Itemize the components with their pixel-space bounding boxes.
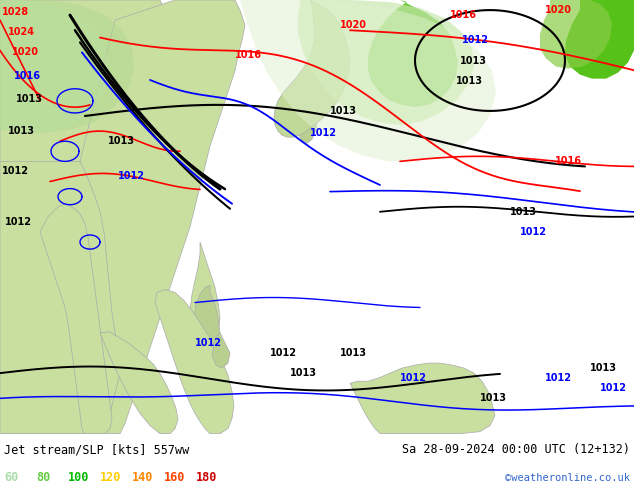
Polygon shape xyxy=(565,0,634,79)
Polygon shape xyxy=(240,0,496,161)
Text: 80: 80 xyxy=(36,471,50,485)
Text: 160: 160 xyxy=(164,471,185,485)
Text: 60: 60 xyxy=(4,471,18,485)
Text: 1012: 1012 xyxy=(195,338,222,348)
Text: 1012: 1012 xyxy=(545,373,572,383)
Polygon shape xyxy=(0,0,110,133)
Text: 1016: 1016 xyxy=(235,50,262,60)
Text: 1013: 1013 xyxy=(510,207,537,217)
Polygon shape xyxy=(155,290,234,434)
Polygon shape xyxy=(100,332,178,434)
Text: 1024: 1024 xyxy=(8,27,35,37)
Text: 1013: 1013 xyxy=(8,126,35,136)
Text: 1012: 1012 xyxy=(462,35,489,46)
Text: 1012: 1012 xyxy=(118,172,145,181)
Polygon shape xyxy=(193,285,220,363)
Text: 1012: 1012 xyxy=(310,128,337,138)
Polygon shape xyxy=(0,0,100,434)
Polygon shape xyxy=(298,0,474,125)
Polygon shape xyxy=(0,0,134,133)
Polygon shape xyxy=(540,0,612,69)
Text: 1020: 1020 xyxy=(340,20,367,30)
Text: 1013: 1013 xyxy=(16,94,43,104)
Text: 1016: 1016 xyxy=(14,71,41,81)
Text: ©weatheronline.co.uk: ©weatheronline.co.uk xyxy=(505,473,630,483)
Polygon shape xyxy=(0,0,80,434)
Polygon shape xyxy=(40,204,112,434)
Text: 140: 140 xyxy=(132,471,153,485)
Polygon shape xyxy=(350,363,495,434)
Text: 1020: 1020 xyxy=(545,5,572,15)
Text: 1013: 1013 xyxy=(460,55,487,66)
Text: 1013: 1013 xyxy=(480,393,507,403)
Text: 1012: 1012 xyxy=(5,217,32,227)
Text: 180: 180 xyxy=(196,471,217,485)
Text: 1013: 1013 xyxy=(108,136,135,146)
Text: 1012: 1012 xyxy=(400,373,427,383)
Text: 1012: 1012 xyxy=(520,227,547,237)
Text: 1012: 1012 xyxy=(270,348,297,358)
Text: Sa 28-09-2024 00:00 UTC (12+132): Sa 28-09-2024 00:00 UTC (12+132) xyxy=(402,443,630,456)
Polygon shape xyxy=(190,242,220,358)
Text: 1013: 1013 xyxy=(330,106,357,116)
Polygon shape xyxy=(274,0,350,137)
Text: 1028: 1028 xyxy=(2,7,29,17)
Text: 1013: 1013 xyxy=(590,363,617,373)
Polygon shape xyxy=(0,161,120,434)
Text: 1016: 1016 xyxy=(555,156,582,167)
Text: 1013: 1013 xyxy=(290,368,317,378)
Polygon shape xyxy=(0,0,175,434)
Text: 1013: 1013 xyxy=(340,348,367,358)
Polygon shape xyxy=(58,0,245,434)
Text: 1012: 1012 xyxy=(600,383,627,393)
Text: 1013: 1013 xyxy=(456,75,483,86)
Polygon shape xyxy=(297,89,318,143)
Text: 120: 120 xyxy=(100,471,121,485)
Text: 1016: 1016 xyxy=(450,10,477,20)
Text: 1012: 1012 xyxy=(2,167,29,176)
Polygon shape xyxy=(368,0,458,107)
Text: Jet stream/SLP [kts] 557ww: Jet stream/SLP [kts] 557ww xyxy=(4,443,190,456)
Text: 1020: 1020 xyxy=(12,48,39,57)
Text: 100: 100 xyxy=(68,471,89,485)
Polygon shape xyxy=(212,333,230,368)
